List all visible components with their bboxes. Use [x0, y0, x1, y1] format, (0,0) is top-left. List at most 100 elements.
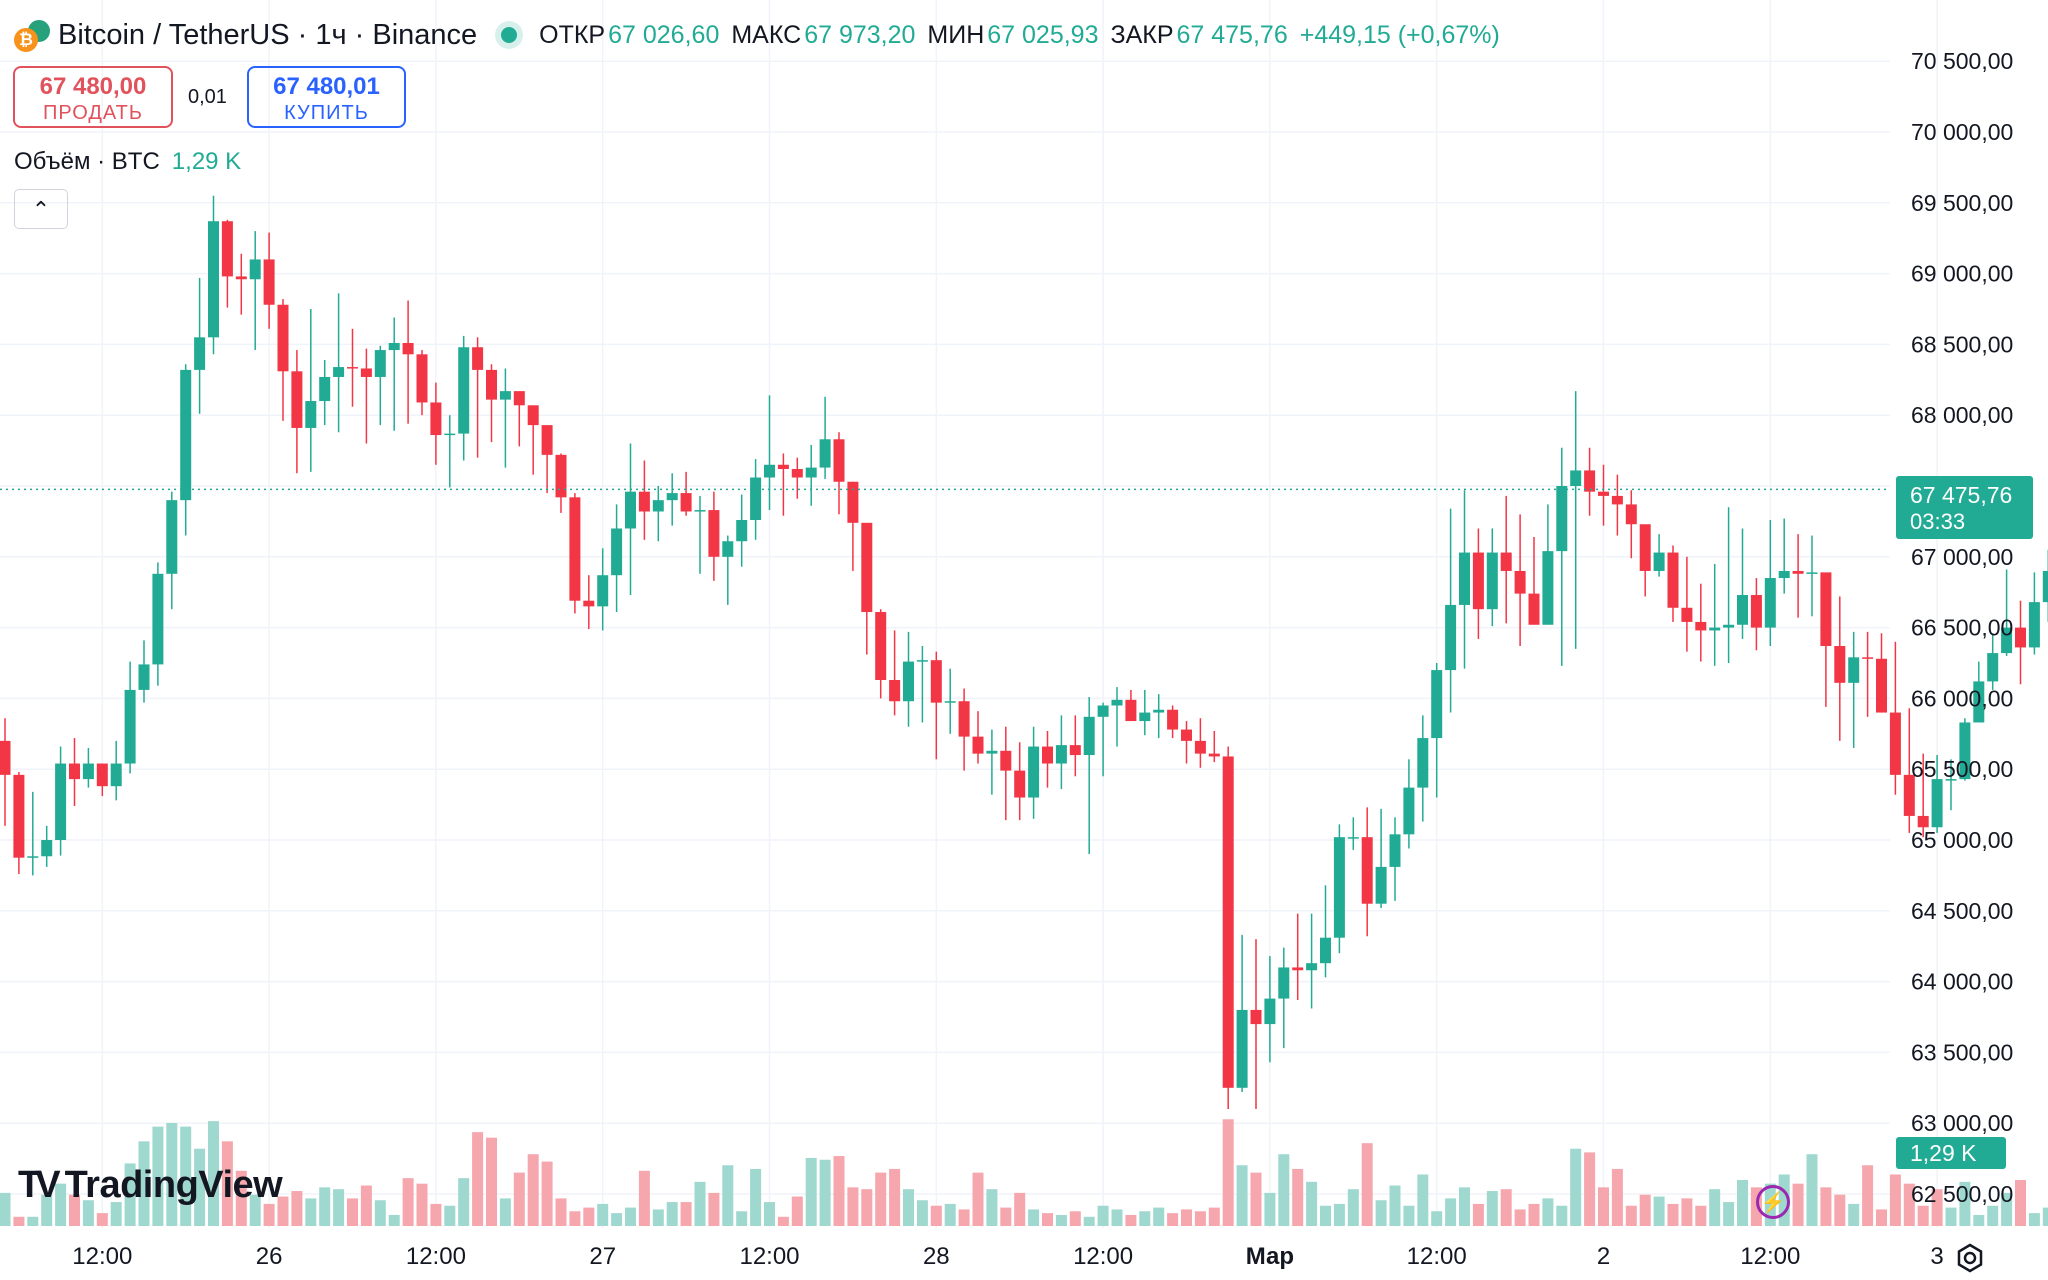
- volume-bar: [1945, 1207, 1957, 1226]
- candle-body: [527, 405, 539, 426]
- candle: [972, 711, 984, 764]
- candle: [1737, 528, 1748, 639]
- volume-bar: [1472, 1203, 1484, 1226]
- candle-body: [1834, 646, 1846, 683]
- buy-button[interactable]: 67 480,01 КУПИТЬ: [247, 66, 406, 128]
- candle-body: [1889, 712, 1901, 775]
- candle-body: [249, 259, 261, 280]
- volume-bar: [513, 1172, 525, 1226]
- volume-bar: [1889, 1174, 1901, 1226]
- candle: [1876, 633, 1887, 713]
- candle-body: [1347, 837, 1359, 839]
- price-axis-label: 66 000,00: [1911, 685, 2013, 711]
- volume-bar: [2028, 1213, 2040, 1226]
- candle-body: [333, 367, 345, 377]
- volume-bar: [1347, 1189, 1359, 1226]
- volume-bar: [1639, 1194, 1651, 1226]
- symbol-title[interactable]: Bitcoin / TetherUS · 1ч · Binance: [58, 18, 478, 51]
- volume-bar: [1181, 1209, 1192, 1226]
- candle: [499, 368, 511, 468]
- candle: [1347, 817, 1359, 850]
- candle: [1361, 807, 1373, 937]
- change-value: +449,15 (+0,67%): [1299, 20, 1500, 49]
- candle: [69, 738, 80, 807]
- candle-body: [1264, 998, 1276, 1025]
- candle: [13, 772, 25, 874]
- candle: [1375, 808, 1387, 908]
- candle: [305, 309, 317, 472]
- candle: [1931, 755, 1943, 833]
- candle: [652, 486, 664, 542]
- volume-bar: [736, 1211, 748, 1226]
- settings-icon[interactable]: [1955, 1243, 1985, 1273]
- candle-body: [1737, 595, 1748, 625]
- candle: [750, 459, 762, 540]
- candle: [1959, 718, 1971, 781]
- candle-body: [986, 750, 998, 754]
- candle: [583, 575, 595, 630]
- volume-bar: [527, 1154, 539, 1226]
- candle: [263, 232, 275, 329]
- volume-legend[interactable]: Объём · BTC 1,29 K: [14, 148, 241, 176]
- volume-bar: [1556, 1205, 1568, 1226]
- candle-body: [1028, 746, 1040, 798]
- candle-body: [1417, 738, 1429, 788]
- candle: [666, 473, 678, 526]
- volume-bar: [986, 1189, 998, 1226]
- low-value: 67 025,93: [987, 20, 1099, 49]
- candle-body: [1848, 657, 1860, 683]
- candle: [1556, 447, 1568, 666]
- volume-bar: [1973, 1214, 1985, 1226]
- candle-body: [1014, 770, 1026, 798]
- volume-bar: [1876, 1209, 1887, 1226]
- volume-bar: [666, 1202, 678, 1226]
- candle: [1250, 939, 1262, 1110]
- candle: [277, 299, 289, 421]
- candle: [1528, 536, 1540, 625]
- candle-body: [1876, 658, 1887, 713]
- volume-bar: [930, 1205, 942, 1226]
- candle: [55, 746, 67, 856]
- candle: [527, 405, 539, 475]
- candle: [1139, 689, 1151, 736]
- candle: [680, 471, 692, 516]
- candle-body: [1208, 753, 1220, 757]
- chart-header: ₿ Bitcoin / TetherUS · 1ч · Binance ОТКР…: [14, 12, 1512, 58]
- price-axis-label: 64 000,00: [1911, 969, 2013, 995]
- candle: [1042, 730, 1053, 788]
- volume-bar: [360, 1185, 372, 1226]
- candle: [903, 631, 914, 727]
- candle: [1709, 563, 1721, 666]
- collapse-legend-button[interactable]: ⌃: [14, 189, 68, 229]
- candle: [791, 457, 803, 499]
- candle-body: [958, 701, 970, 737]
- candle-body: [1903, 774, 1915, 816]
- candle-body: [861, 522, 873, 613]
- candle: [1278, 947, 1290, 1049]
- candle-body: [69, 763, 80, 780]
- sell-button[interactable]: 67 480,00 ПРОДАТЬ: [13, 66, 173, 128]
- tradingview-logo[interactable]: TV TradingView: [18, 1163, 283, 1207]
- volume-bar: [194, 1148, 206, 1226]
- volume-bar: [1320, 1205, 1331, 1226]
- volume-bar: [319, 1187, 331, 1226]
- volume-bar: [1514, 1209, 1526, 1226]
- candle-body: [1723, 624, 1735, 628]
- candle-body: [1472, 552, 1484, 610]
- candle-body: [777, 464, 789, 470]
- lightning-icon[interactable]: ⚡: [1756, 1185, 1790, 1219]
- volume-bar: [82, 1200, 94, 1226]
- candle: [194, 277, 206, 414]
- volume-bar: [903, 1189, 914, 1226]
- candle: [986, 729, 998, 795]
- candle-body: [1333, 837, 1345, 938]
- candle-body: [1598, 491, 1609, 496]
- candle: [1542, 504, 1554, 625]
- low-label: МИН: [927, 20, 985, 49]
- candle-body: [1278, 967, 1290, 999]
- candle-body: [1945, 779, 1957, 781]
- price-axis-label: 66 500,00: [1911, 615, 2013, 641]
- volume-bar: [861, 1189, 873, 1226]
- candle: [736, 494, 748, 567]
